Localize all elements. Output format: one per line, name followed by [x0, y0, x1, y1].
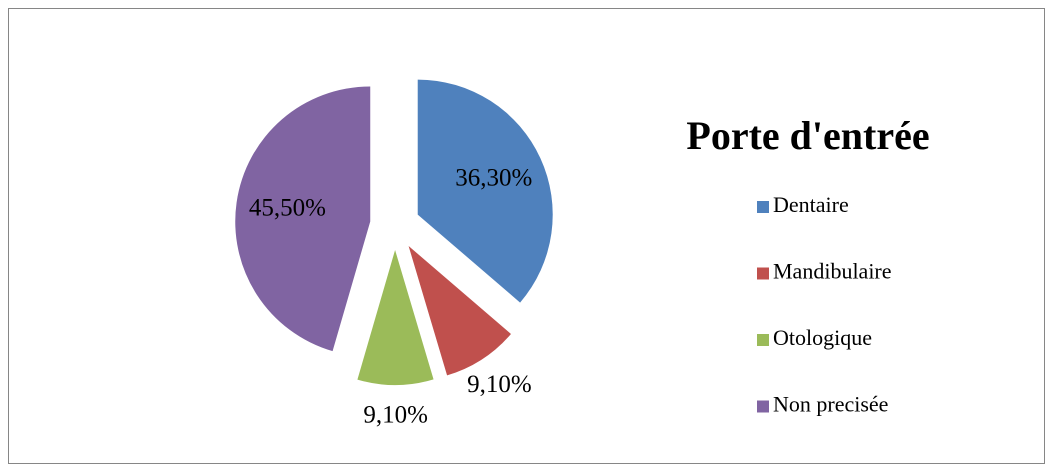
data-label: 45,50% [249, 194, 326, 221]
data-label: 9,10% [467, 371, 532, 398]
legend-swatch [757, 201, 769, 213]
legend-swatch [757, 334, 769, 346]
legend-label: Dentaire [773, 192, 849, 217]
legend-label: Otologique [773, 325, 872, 350]
legend-swatch [757, 400, 769, 413]
pie-slice [408, 245, 511, 376]
pie-slice [235, 86, 371, 352]
legend-label: Mandibulaire [773, 259, 892, 284]
data-label: 9,10% [363, 402, 428, 429]
chart-title: Porte d'entrée [686, 113, 929, 158]
legend-swatch [757, 267, 769, 280]
pie-slice [357, 249, 434, 385]
legend-label: Non precisée [773, 392, 888, 417]
data-label: 36,30% [455, 164, 532, 191]
pie-slice [417, 79, 553, 303]
